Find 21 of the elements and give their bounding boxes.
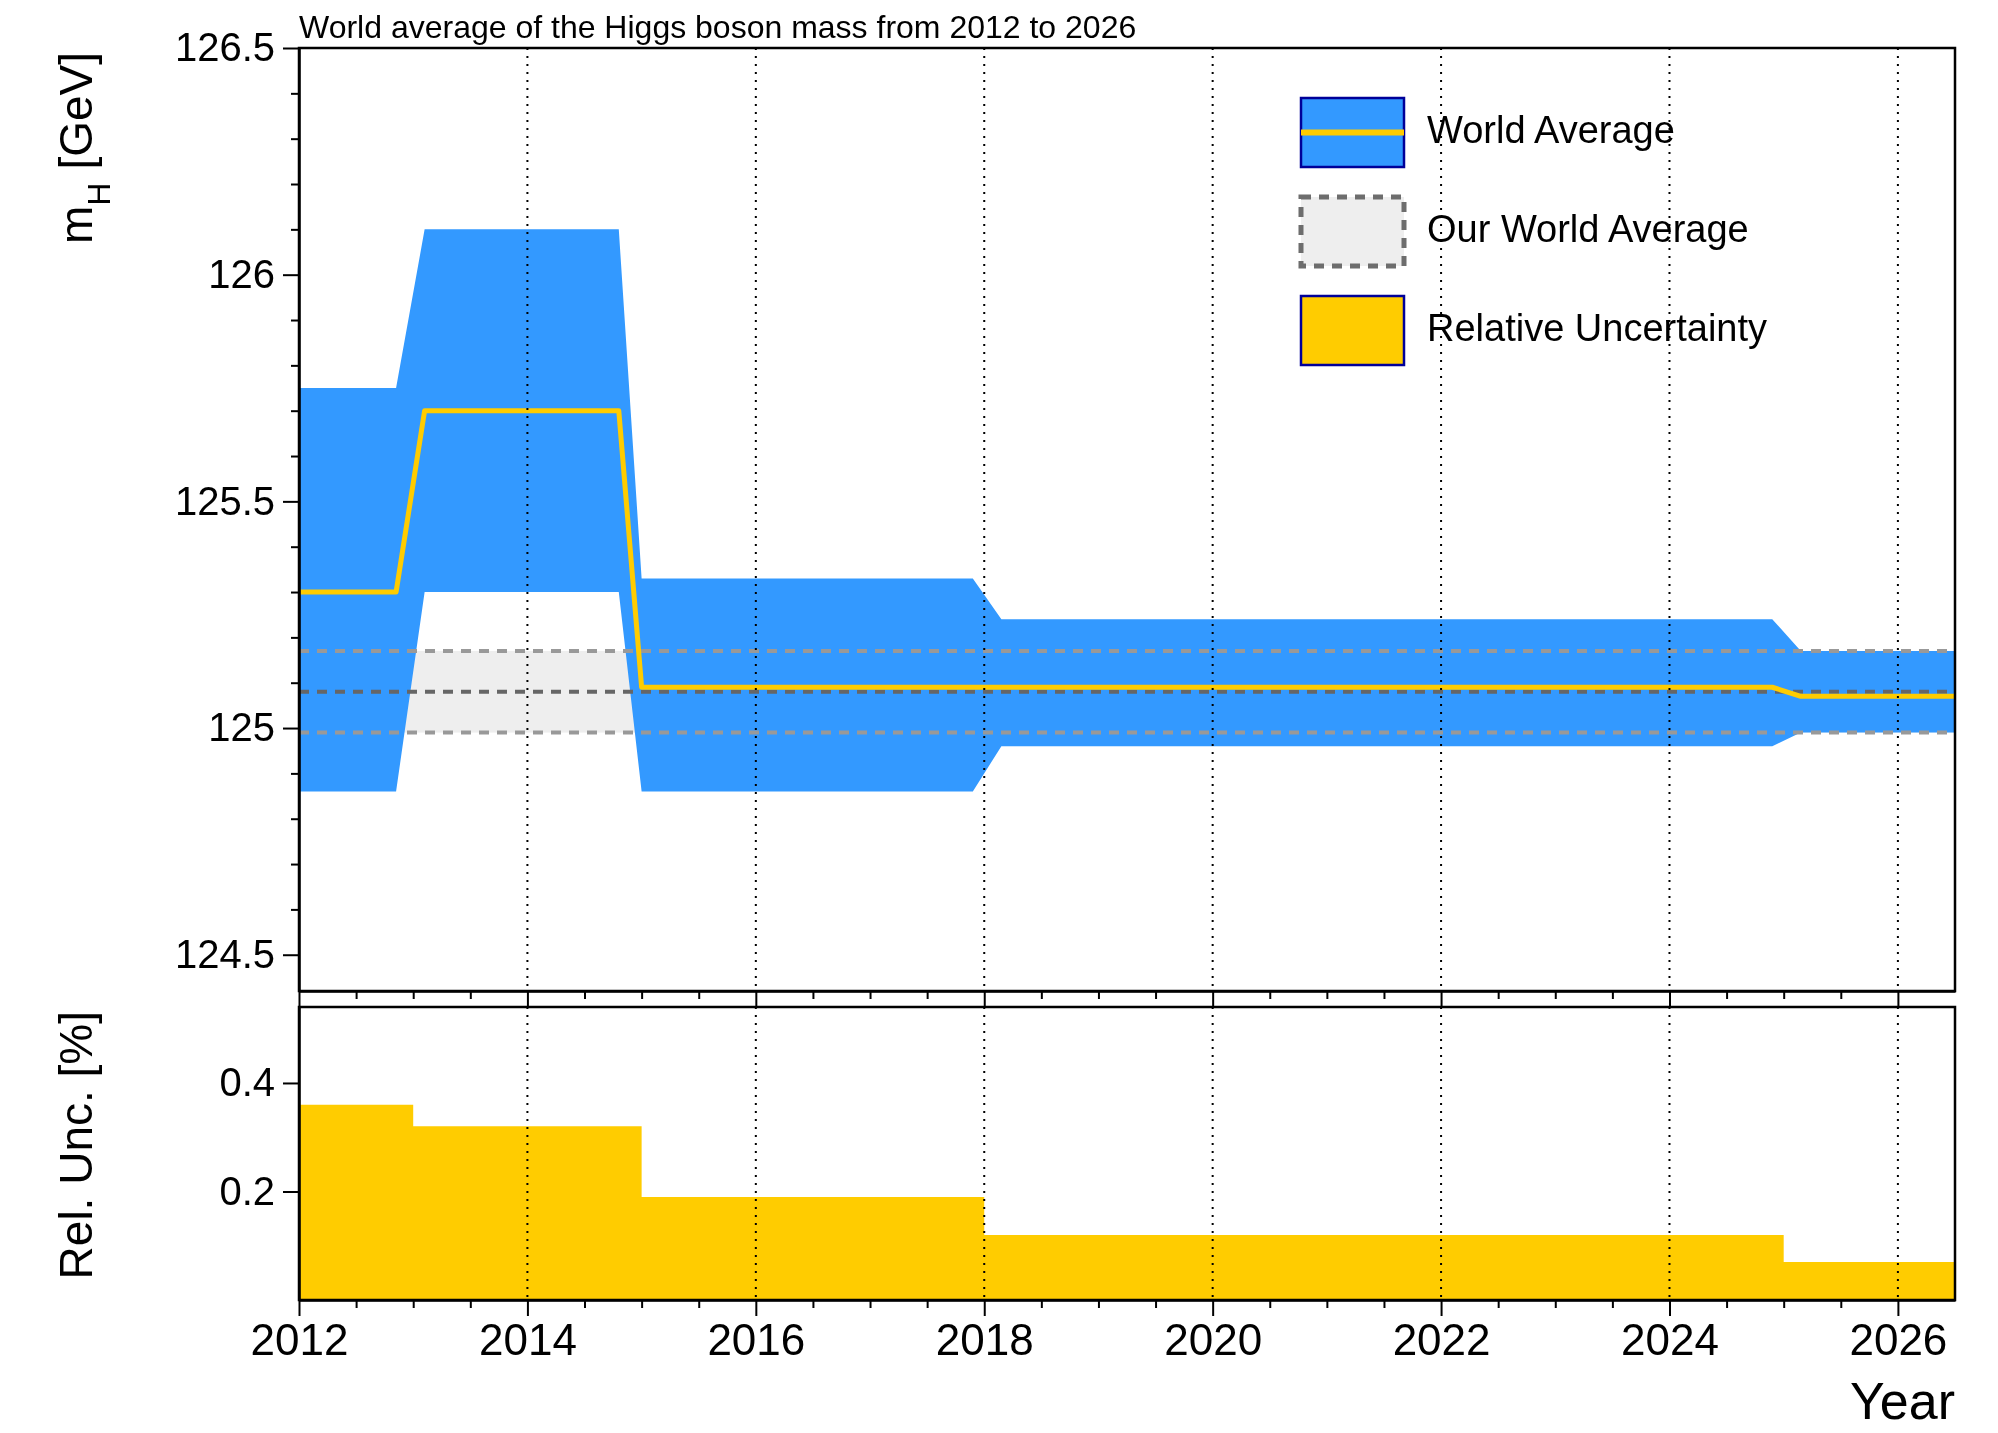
x-tick-label: 2024: [1621, 1315, 1719, 1365]
x-tick-label: 2016: [707, 1315, 806, 1365]
x-tick-label: 2018: [935, 1315, 1034, 1365]
y-tick-label: 126.5: [174, 25, 275, 70]
y-tick-label: 125.5: [174, 478, 275, 523]
y-tick-label: 0.4: [219, 1060, 275, 1105]
x-tick-label: 2020: [1164, 1315, 1263, 1365]
x-tick-label: 2012: [250, 1315, 349, 1365]
y-tick-label: 0.2: [219, 1168, 275, 1213]
x-tick-label: 2026: [1849, 1315, 1948, 1365]
legend-label: Our World Average: [1427, 208, 1749, 251]
x-axis-title: Year: [1849, 1372, 1955, 1430]
x-tick-label: 2022: [1392, 1315, 1491, 1365]
y-tick-label: 125: [208, 705, 275, 750]
text: Relative Uncertainty: [1427, 307, 1768, 350]
y-tick-label: 124.5: [174, 932, 275, 977]
x-tick-label: 2014: [478, 1315, 577, 1365]
y-axis-title: Rel. Unc. [%]: [50, 1011, 102, 1280]
legend-label: World Average: [1427, 109, 1675, 152]
y-tick-label: 126: [208, 251, 275, 296]
chart-title: World average of the Higgs boson mass from 2012 to 2026: [299, 9, 1137, 45]
